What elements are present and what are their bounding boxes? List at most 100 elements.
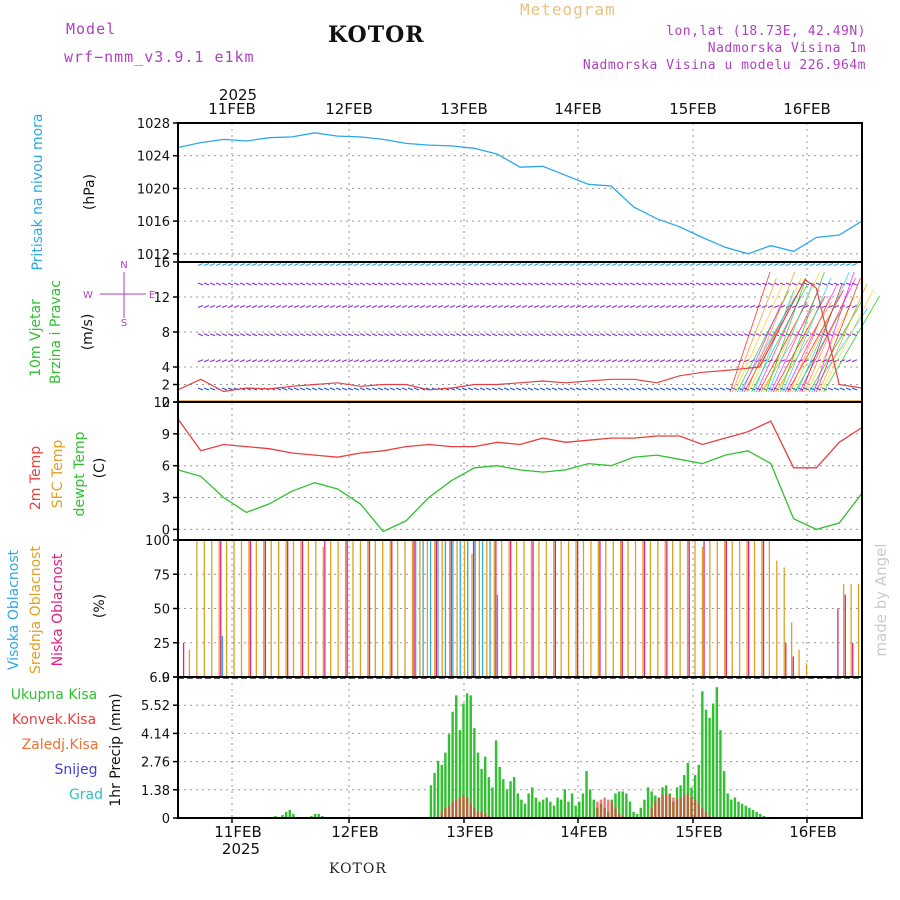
wind-barb xyxy=(293,387,300,391)
wind-barb xyxy=(839,262,846,267)
wind-barb xyxy=(299,262,306,267)
wind-gust-stroke xyxy=(732,277,777,393)
wind-barb xyxy=(647,262,654,267)
precip-bar-total xyxy=(726,793,729,818)
wind-barb xyxy=(641,304,648,309)
wind-barb xyxy=(203,262,210,267)
wind-barb xyxy=(791,282,798,286)
precip-bar-total xyxy=(570,793,574,818)
wind-barb xyxy=(557,262,564,267)
wind-barb xyxy=(569,282,576,286)
wind-barb xyxy=(443,282,450,286)
wind-barb xyxy=(467,304,474,309)
wind-barb xyxy=(371,262,378,267)
wind-barb xyxy=(611,333,618,337)
precip-bar-total xyxy=(643,799,646,818)
precip-bar-total xyxy=(512,777,516,818)
wind-barb xyxy=(269,304,276,309)
wind-barb xyxy=(473,282,480,286)
wind-barb xyxy=(521,359,528,363)
precip-bar-total xyxy=(625,793,628,818)
wind-barb xyxy=(275,282,282,286)
wind-barb xyxy=(533,282,540,286)
wind-barb xyxy=(611,359,618,363)
precip-bar-convective xyxy=(683,795,686,818)
wind-barb xyxy=(719,333,726,337)
wind-barb xyxy=(263,359,270,363)
wind-barb xyxy=(497,282,504,286)
wind-gust-stroke xyxy=(765,277,807,393)
wind-barb xyxy=(245,359,252,363)
wind-barb xyxy=(359,333,366,337)
wind-barb xyxy=(353,262,360,267)
precip-bar-total xyxy=(617,791,621,818)
wind-barb xyxy=(509,262,516,267)
wind-barb xyxy=(563,304,570,309)
wind-barb xyxy=(671,262,678,267)
wind-barb xyxy=(827,387,834,391)
ylabel-wind: 10m Vjetar xyxy=(28,299,44,377)
elevation-label: Nadmorska Visina 1m xyxy=(707,41,866,56)
wind-barb xyxy=(305,359,312,363)
credit-label: made by Angel xyxy=(872,543,890,656)
wind-barb xyxy=(677,333,684,337)
wind-barb xyxy=(743,262,750,267)
wind-barb xyxy=(467,359,474,363)
wind-barb xyxy=(695,282,702,286)
wind-barb xyxy=(515,282,522,286)
precip-bar-total xyxy=(487,777,491,818)
y-tick-label: 12 xyxy=(153,396,170,411)
wind-barb xyxy=(551,387,558,391)
precip-bar-total xyxy=(686,762,690,818)
wind-barb xyxy=(647,359,654,363)
precip-bar-total xyxy=(494,740,498,818)
wind-barb xyxy=(551,262,558,267)
wind-barb xyxy=(629,387,636,391)
precip-bar-convective xyxy=(440,811,443,818)
model-elevation-label: Nadmorska Visina u modelu 226.964m xyxy=(582,58,866,73)
precip-bar-convective xyxy=(458,797,462,818)
wind-barb xyxy=(539,304,546,309)
wind-barb xyxy=(341,304,348,309)
wind-barb xyxy=(377,387,384,391)
wind-barb xyxy=(599,333,606,337)
wind-barb xyxy=(671,333,678,337)
wind-barb xyxy=(605,282,612,286)
wind-barb xyxy=(383,282,390,286)
wind-barb xyxy=(707,387,714,391)
wind-barb xyxy=(281,282,288,286)
wind-barb xyxy=(581,333,588,337)
precip-bar-total xyxy=(759,813,762,818)
precip-bar-total xyxy=(321,815,324,818)
wind-speed-line xyxy=(177,278,863,393)
wind-barb xyxy=(809,387,816,391)
wind-barb xyxy=(491,282,498,286)
precip-bar-convective xyxy=(657,797,661,818)
wind-barb xyxy=(389,304,396,309)
wind-barb xyxy=(773,304,780,309)
wind-barb xyxy=(647,282,654,286)
y-tick-label: 3 xyxy=(162,492,170,507)
x-year-top: 2025 xyxy=(219,86,257,104)
wind-barb xyxy=(629,262,636,267)
wind-barb xyxy=(503,359,510,363)
wind-barb xyxy=(485,262,492,267)
wind-barb xyxy=(827,333,834,337)
y-tick-label: 2 xyxy=(162,379,170,394)
wind-barb xyxy=(479,333,486,337)
wind-barb xyxy=(833,387,840,391)
wind-barb xyxy=(491,304,498,309)
wind-barb xyxy=(653,359,660,363)
wind-barb xyxy=(665,262,672,267)
precip-legend-item: Ukupna Kisa xyxy=(11,687,98,703)
y-tick-label: 1016 xyxy=(137,215,170,230)
wind-barb xyxy=(401,304,408,309)
precip-bar-convective xyxy=(654,801,657,818)
ylabel-precip: 1hr Precip (mm) xyxy=(108,693,124,806)
y-tick-label: 1028 xyxy=(137,117,170,132)
y-tick-label: 9 xyxy=(162,428,170,443)
ylabel-temp-unit: (C) xyxy=(92,458,108,479)
wind-barb xyxy=(473,333,480,337)
precip-bar-total xyxy=(592,799,595,818)
wind-barb xyxy=(413,387,420,391)
